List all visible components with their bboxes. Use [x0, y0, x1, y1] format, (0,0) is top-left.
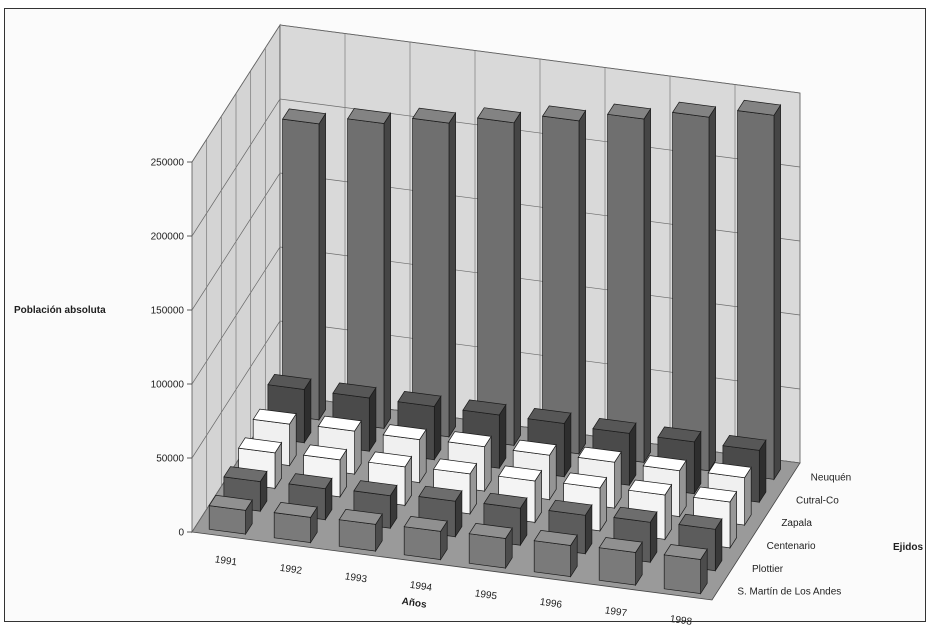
y-axis-label: Población absoluta	[14, 305, 106, 316]
bar-s-martin-de-los-andes-1991	[208, 494, 253, 536]
bar-neuquen-1992	[347, 108, 392, 430]
bar-neuquen-1995	[542, 105, 587, 456]
x-axis-label: Años	[401, 596, 428, 611]
bar-neuquen-1993	[412, 107, 457, 439]
series-label: Plottier	[752, 564, 784, 575]
bar-s-martin-de-los-andes-1994	[403, 516, 448, 561]
x-tick-label: 1998	[669, 614, 693, 628]
series-label: S. Martín de Los Andes	[737, 587, 841, 598]
bar-neuquen-1997	[672, 101, 717, 473]
bars	[208, 99, 782, 595]
bar-s-martin-de-los-andes-1992	[273, 502, 318, 544]
bar-neuquen-1998	[737, 99, 782, 481]
bar-neuquen-1996	[607, 103, 652, 464]
bar-s-martin-de-los-andes-1995	[468, 523, 513, 570]
series-label: Centenario	[767, 541, 816, 552]
series-label: Neuquén	[811, 472, 852, 483]
x-tick-label: 1992	[279, 563, 303, 577]
bar-s-martin-de-los-andes-1997	[598, 537, 643, 587]
y-tick-label: 0	[178, 528, 184, 539]
x-tick-label: 1997	[604, 605, 628, 619]
y-tick-label: 100000	[151, 380, 185, 391]
bar-neuquen-1994	[477, 107, 522, 447]
y-tick-label: 200000	[151, 232, 185, 243]
x-tick-label: 1995	[474, 588, 498, 602]
x-tick-label: 1993	[344, 571, 368, 585]
x-tick-label: 1991	[214, 554, 238, 568]
bar-s-martin-de-los-andes-1998	[663, 544, 708, 595]
y-tick-label: 150000	[151, 306, 185, 317]
y-tick-label: 250000	[151, 158, 185, 169]
z-axis-label: Ejidos	[893, 542, 923, 553]
series-label: Zapala	[781, 518, 812, 529]
x-tick-label: 1994	[409, 580, 433, 594]
y-tick-label: 50000	[156, 454, 184, 465]
tick-labels: 0 50000 100000 150000 200000 250000 1991 1992 19…	[151, 158, 852, 628]
bar-neuquen-1991	[282, 108, 327, 422]
bar-s-martin-de-los-andes-1996	[533, 530, 578, 578]
bar-s-martin-de-los-andes-1993	[338, 509, 383, 553]
x-tick-label: 1996	[539, 597, 563, 611]
series-label: Cutral-Co	[796, 495, 839, 506]
